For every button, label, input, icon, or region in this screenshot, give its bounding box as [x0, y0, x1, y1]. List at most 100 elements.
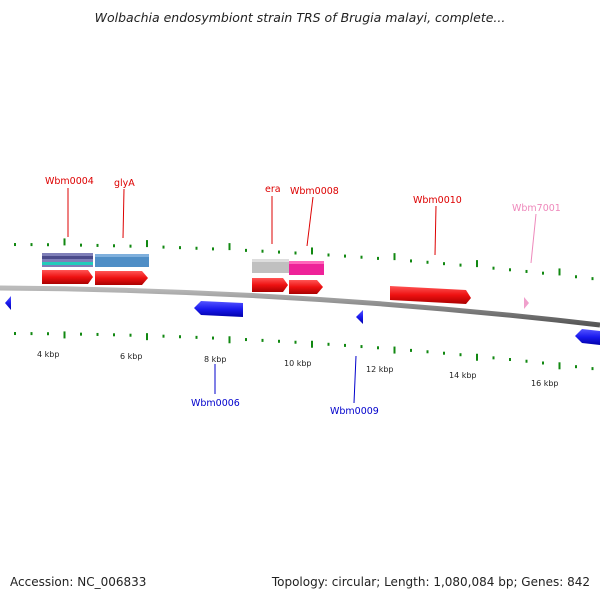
gene-arrow-wbm0010[interactable] — [390, 286, 471, 304]
minor-tick — [542, 271, 544, 275]
minor-tick — [113, 333, 115, 337]
minor-tick — [360, 345, 363, 349]
minor-tick — [294, 340, 297, 344]
feature-track-wbm0008[interactable] — [289, 261, 324, 275]
major-tick — [63, 331, 66, 339]
minor-tick — [14, 243, 16, 247]
minor-tick — [525, 359, 528, 363]
gene-arrow-wbm0006[interactable] — [194, 301, 243, 317]
minor-tick — [96, 332, 99, 336]
minor-tick — [410, 259, 412, 263]
minor-tick — [377, 256, 379, 260]
scale-label-16kbp: 16 kbp — [531, 379, 559, 388]
major-tick — [476, 353, 478, 361]
minor-tick — [327, 342, 330, 346]
scale-label-8kbp: 8 kbp — [204, 355, 226, 364]
feature-track-glya[interactable] — [95, 254, 149, 267]
minor-tick — [195, 335, 198, 339]
minor-tick — [377, 346, 379, 350]
minor-tick — [492, 356, 495, 360]
minor-tick — [426, 260, 429, 264]
major-tick — [558, 268, 561, 276]
genome-title: Wolbachia endosymbiont strain TRS of Bru… — [94, 10, 506, 25]
minor-tick — [212, 247, 214, 251]
major-tick — [476, 260, 478, 268]
minor-tick — [195, 246, 198, 250]
minor-tick — [360, 255, 363, 259]
gene-arrow-right-edge[interactable] — [575, 329, 600, 345]
minor-tick — [179, 246, 181, 250]
minor-tick — [113, 244, 115, 248]
feature-track-era[interactable] — [252, 259, 289, 273]
minor-tick — [129, 333, 132, 337]
gene-arrow-wbm0009[interactable] — [356, 310, 363, 324]
minor-tick — [509, 268, 511, 272]
gene-arrow-wbm0004[interactable] — [42, 270, 93, 284]
minor-tick — [278, 339, 280, 343]
gene-arrow-wbm7001[interactable] — [524, 297, 529, 309]
minor-tick — [80, 332, 82, 336]
minor-tick — [575, 275, 577, 279]
minor-tick — [96, 243, 99, 247]
minor-tick — [509, 358, 511, 362]
minor-tick — [261, 338, 264, 342]
minor-tick — [426, 350, 429, 354]
gene-label-lines — [67, 188, 537, 404]
gene-arrow-era[interactable] — [252, 278, 288, 292]
minor-tick — [179, 335, 181, 339]
minor-tick — [344, 343, 346, 347]
scale-label-12kbp: 12 kbp — [366, 365, 394, 374]
minor-tick — [492, 266, 495, 270]
minor-tick — [525, 269, 528, 273]
gene-label-wbm0010[interactable]: Wbm0010 — [413, 195, 462, 206]
major-tick — [63, 238, 66, 246]
minor-tick — [327, 253, 330, 257]
gene-label-wbm0006[interactable]: Wbm0006 — [191, 398, 240, 409]
gene-arrow-wbm0008[interactable] — [289, 280, 323, 294]
minor-tick — [162, 334, 165, 338]
genome-summary: Topology: circular; Length: 1,080,084 bp… — [271, 575, 590, 589]
minor-tick — [162, 245, 165, 249]
scale-labels: 4 kbp 6 kbp 8 kbp 10 kbp 12 kbp 14 kbp 1… — [37, 350, 559, 388]
major-tick — [146, 240, 148, 248]
gene-arrow-glya[interactable] — [95, 271, 148, 285]
gene-arrow-left-edge[interactable] — [5, 296, 11, 310]
bottom-tick-row — [14, 331, 594, 371]
major-tick — [311, 340, 313, 348]
scale-label-10kbp: 10 kbp — [284, 359, 312, 368]
genome-backbone — [0, 285, 600, 328]
minor-tick — [575, 365, 577, 369]
minor-tick — [14, 332, 16, 336]
gene-label-era[interactable]: era — [265, 184, 281, 195]
scale-label-6kbp: 6 kbp — [120, 352, 142, 361]
minor-tick — [47, 243, 49, 247]
minor-tick — [591, 277, 594, 281]
minor-tick — [30, 332, 33, 336]
minor-tick — [542, 361, 544, 365]
gene-label-wbm0004[interactable]: Wbm0004 — [45, 176, 94, 187]
major-tick — [228, 336, 231, 344]
major-tick — [146, 333, 148, 341]
minor-tick — [443, 262, 445, 266]
major-tick — [311, 247, 313, 255]
gene-label-wbm7001[interactable]: Wbm7001 — [512, 203, 561, 214]
minor-tick — [30, 243, 33, 247]
major-tick — [393, 346, 396, 354]
feature-track-wbm0004[interactable] — [42, 253, 93, 267]
major-tick — [393, 253, 396, 261]
minor-tick — [212, 336, 214, 340]
gene-label-glya[interactable]: glyA — [114, 178, 135, 189]
minor-tick — [294, 251, 297, 255]
scale-label-14kbp: 14 kbp — [449, 371, 477, 380]
minor-tick — [459, 353, 462, 357]
gene-label-wbm0009[interactable]: Wbm0009 — [330, 406, 379, 417]
gene-label-wbm0008[interactable]: Wbm0008 — [290, 186, 339, 197]
minor-tick — [410, 348, 412, 352]
minor-tick — [261, 249, 264, 253]
scale-label-4kbp: 4 kbp — [37, 350, 59, 359]
minor-tick — [591, 367, 594, 371]
accession-label: Accession: NC_006833 — [10, 575, 147, 589]
major-tick — [228, 243, 231, 251]
top-tick-row — [14, 238, 594, 281]
